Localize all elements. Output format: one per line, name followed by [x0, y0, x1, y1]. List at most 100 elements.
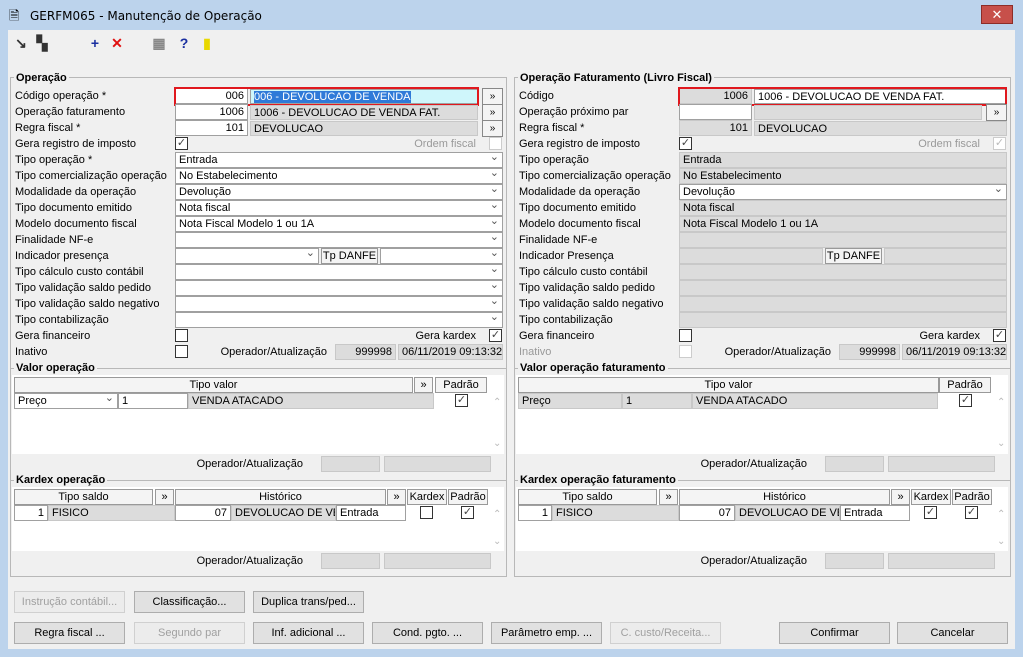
tipo-movimento[interactable]: Entrada	[336, 505, 406, 521]
select-11[interactable]	[175, 264, 503, 280]
field-label: Tipo validação saldo negativo	[519, 298, 664, 310]
scroll-up-icon[interactable]: ⌃	[997, 509, 1006, 520]
parâmetro-emp-button[interactable]: Parâmetro emp. ...	[491, 622, 602, 644]
select-7[interactable]: Nota fiscal	[175, 200, 503, 216]
padrao-checkbox[interactable]: ✓	[455, 394, 468, 407]
select-8[interactable]: Nota Fiscal Modelo 1 ou 1A	[175, 216, 503, 232]
header-more-saldo[interactable]: »	[659, 489, 678, 505]
description-field[interactable]: 1006 - DEVOLUCAO DE VENDA FAT.	[754, 89, 1007, 104]
header-historico: Histórico	[679, 489, 890, 505]
exit-door-icon[interactable]: ▮	[203, 35, 211, 51]
padrao-checkbox[interactable]: ✓	[461, 506, 474, 519]
help-icon[interactable]: ?	[179, 35, 189, 51]
operador-label: Operador/Atualização	[196, 555, 303, 567]
field-label: Finalidade NF-e	[15, 234, 94, 246]
code-input[interactable]: 101	[175, 120, 248, 136]
tipo-valor-code[interactable]: 1	[118, 393, 188, 409]
indicador-presenca-select[interactable]	[175, 248, 319, 264]
add-icon[interactable]: +	[90, 35, 100, 51]
field-label: Modalidade da operação	[15, 186, 137, 198]
select-4[interactable]: Entrada	[175, 152, 503, 168]
header-more-button[interactable]: »	[414, 377, 433, 393]
code-input[interactable]: 1006	[175, 104, 248, 120]
lookup-button[interactable]: »	[482, 88, 503, 105]
tipo-valor-select[interactable]: Preço	[14, 393, 118, 409]
operador-label: Operador/Atualização	[196, 458, 303, 470]
historico-code[interactable]: 07	[175, 505, 231, 521]
select-13[interactable]	[175, 296, 503, 312]
checkbox-gera-kardex[interactable]: ✓	[993, 329, 1006, 342]
classificação-button[interactable]: Classificação...	[134, 591, 245, 613]
select-14[interactable]	[175, 312, 503, 328]
header-more-historico[interactable]: »	[387, 489, 406, 505]
scroll-down-icon[interactable]: ⌄	[493, 536, 502, 547]
field-label: Tipo contabilização	[15, 314, 109, 326]
scroll-up-icon[interactable]: ⌃	[493, 509, 502, 520]
scroll-up-icon[interactable]: ⌃	[997, 397, 1006, 408]
description-text: 1006 - DEVOLUCAO DE VENDA FAT.	[254, 107, 441, 119]
tp-danfe-label: Tp DANFE	[825, 248, 882, 264]
historico-desc: DEVOLUCAO DE VENDA	[735, 505, 840, 521]
calendar-icon[interactable]: ▦	[152, 35, 166, 51]
saldo-code[interactable]: 1	[518, 505, 552, 521]
saldo-code[interactable]: 1	[14, 505, 48, 521]
segundo-par-button: Segundo par	[134, 622, 245, 644]
regra-fiscal-button[interactable]: Regra fiscal ...	[14, 622, 125, 644]
kardex-checkbox[interactable]	[420, 506, 433, 519]
select-12[interactable]	[175, 280, 503, 296]
header-kardex: Kardex	[911, 489, 951, 505]
checkbox-gera-financeiro[interactable]	[175, 329, 188, 342]
header-more-historico[interactable]: »	[891, 489, 910, 505]
field-label: Regra fiscal *	[519, 122, 585, 134]
padrao-checkbox[interactable]: ✓	[959, 394, 972, 407]
lookup-button[interactable]: »	[482, 120, 503, 137]
c-custo-receita-button: C. custo/Receita...	[610, 622, 721, 644]
historico-code[interactable]: 07	[679, 505, 735, 521]
header-kardex: Kardex	[407, 489, 447, 505]
code-input[interactable]	[679, 104, 752, 120]
cond-pgto-button[interactable]: Cond. pgto. ...	[372, 622, 483, 644]
select-6[interactable]: Devolução	[175, 184, 503, 200]
confirmar-button[interactable]: Confirmar	[779, 622, 890, 644]
field-label: Tipo validação saldo pedido	[519, 282, 655, 294]
checkbox-inativo[interactable]	[175, 345, 188, 358]
close-button[interactable]: ✕	[981, 5, 1013, 24]
cancelar-button[interactable]: Cancelar	[897, 622, 1008, 644]
description-text: DEVOLUCAO	[254, 123, 324, 135]
select-5[interactable]: No Estabelecimento	[175, 168, 503, 184]
timestamp-field	[888, 456, 995, 472]
tp-danfe-label: Tp DANFE	[321, 248, 378, 264]
tipo-movimento[interactable]: Entrada	[840, 505, 910, 521]
lookup-button[interactable]: »	[986, 104, 1007, 121]
lookup-button[interactable]: »	[482, 104, 503, 121]
indicador-presenca-select	[679, 248, 823, 264]
checkbox-gera-kardex[interactable]: ✓	[489, 329, 502, 342]
scroll-up-icon[interactable]: ⌃	[493, 397, 502, 408]
field-label: Código operação *	[15, 90, 107, 102]
scroll-down-icon[interactable]: ⌄	[493, 438, 502, 449]
select-9[interactable]	[175, 232, 503, 248]
tp-danfe-select[interactable]	[380, 248, 503, 264]
inf-adicional-button[interactable]: Inf. adicional ...	[253, 622, 364, 644]
header-more-saldo[interactable]: »	[155, 489, 174, 505]
kardex-checkbox[interactable]: ✓	[924, 506, 937, 519]
window-title: GERFM065 - Manutenção de Operação	[30, 9, 262, 23]
section-divider	[514, 480, 1011, 481]
duplica-trans-ped-button[interactable]: Duplica trans/ped...	[253, 591, 364, 613]
checkbox-gera-registro-de-imposto[interactable]: ✓	[175, 137, 188, 150]
checkbox-gera-financeiro[interactable]	[679, 329, 692, 342]
padrao-checkbox[interactable]: ✓	[965, 506, 978, 519]
select-6[interactable]: Devolução	[679, 184, 1007, 200]
field-label: Modelo documento fiscal	[15, 218, 137, 230]
scroll-down-icon[interactable]: ⌄	[997, 536, 1006, 547]
copy-icon[interactable]: ▚	[36, 35, 48, 51]
operador-field	[825, 456, 884, 472]
field-label: Indicador presença	[15, 250, 109, 262]
open-icon[interactable]: ↘	[15, 35, 27, 51]
field-label: Gera financeiro	[15, 330, 91, 342]
field-label: Código	[519, 90, 554, 102]
checkbox-gera-registro-de-imposto[interactable]: ✓	[679, 137, 692, 150]
field-label: Tipo operação	[519, 154, 589, 166]
delete-icon[interactable]: ✕	[111, 35, 123, 51]
scroll-down-icon[interactable]: ⌄	[997, 438, 1006, 449]
